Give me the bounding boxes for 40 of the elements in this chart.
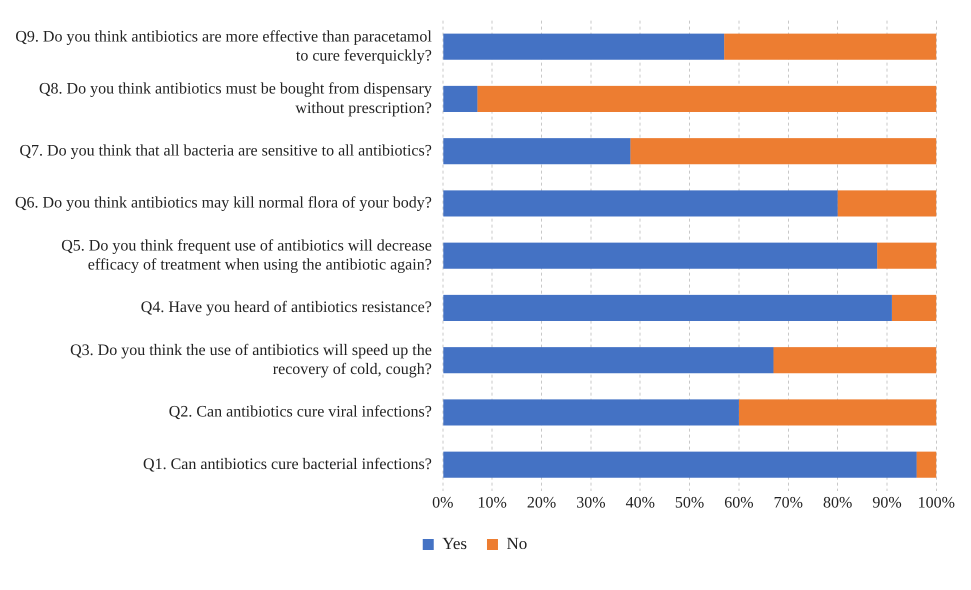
y-tick-label: Q3. Do you think the use of antibiotics will speed up the recovery of cold, cough? <box>70 342 432 378</box>
x-tick-label: 90% <box>872 494 902 512</box>
x-tick-label: 60% <box>724 494 754 512</box>
legend-label: Yes <box>442 534 467 553</box>
x-tick-label: 80% <box>822 494 852 512</box>
bar <box>443 294 892 322</box>
y-tick-label: Q4. Have you heard of antibiotics resistance? <box>140 299 432 316</box>
bar <box>773 347 936 374</box>
y-tick-label: Q2. Can antibiotics cure viral infections? <box>168 404 432 421</box>
x-tick-label: 20% <box>526 494 556 512</box>
bar <box>477 86 936 112</box>
bar <box>738 399 936 426</box>
bar <box>443 399 739 426</box>
y-tick-label: Q9. Do you think antibiotics are more effective than paracetamol to cure feverquickly? <box>15 28 432 65</box>
x-tick-label: 10% <box>478 494 507 512</box>
y-tick-label: Q6. Do you think antibiotics may kill normal flora of your body? <box>14 194 432 212</box>
bar <box>443 138 630 164</box>
bar <box>443 452 917 478</box>
bar <box>892 294 936 322</box>
x-tick-label: 40% <box>626 494 655 512</box>
x-tick-label: 70% <box>774 494 803 512</box>
x-tick-label: 0% <box>432 494 454 512</box>
bar <box>443 190 838 217</box>
bar <box>443 34 724 60</box>
legend-label: No <box>506 534 528 553</box>
bar <box>877 242 936 269</box>
bar <box>443 242 878 269</box>
x-tick-label: 100% <box>918 494 955 512</box>
bar <box>916 452 936 478</box>
y-tick-label: Q5. Do you think frequent use of antibiotics will decrease efficacy of treatment when using the antibiotic again? <box>61 237 432 274</box>
y-tick-label: Q8. Do you think antibiotics must be bought from dispensary without prescription? <box>38 80 432 117</box>
bar <box>443 86 478 112</box>
y-tick-label: Q7. Do you think that all bacteria are sensitive to all antibiotics? <box>19 142 432 160</box>
x-tick-label: 30% <box>576 494 606 512</box>
x-tick-label: 50% <box>674 494 704 512</box>
bar <box>443 347 774 374</box>
bar <box>724 34 936 60</box>
bar <box>630 138 936 164</box>
y-tick-label: Q1. Can antibiotics cure bacterial infections? <box>143 456 432 473</box>
bar <box>838 190 936 217</box>
